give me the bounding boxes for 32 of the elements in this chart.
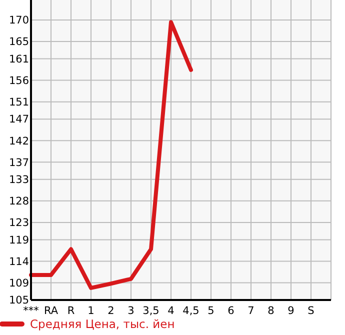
x-tick-label: 9 <box>288 305 294 317</box>
x-tick-label: R <box>67 305 75 317</box>
y-tick-label: 128 <box>8 196 29 208</box>
x-tick-label: 4,5 <box>182 305 200 317</box>
y-tick-label: 123 <box>8 217 29 230</box>
y-tick-label: 156 <box>8 74 30 87</box>
x-tick-label: *** <box>23 305 39 317</box>
x-tick-label: 4 <box>168 305 175 317</box>
y-tick-label: 114 <box>8 256 30 268</box>
y-tick-label: 109 <box>8 277 29 290</box>
x-tick-label: 2 <box>108 305 114 317</box>
y-tick-label: 105 <box>8 294 29 307</box>
x-tick-label: 7 <box>248 305 254 317</box>
x-tick-label: 8 <box>268 305 274 317</box>
legend-label: Средняя Цена, тыс. йен <box>30 317 175 331</box>
y-tick-label: 137 <box>8 156 29 169</box>
x-tick-label: 1 <box>88 305 94 317</box>
y-tick-label: 170 <box>8 14 29 27</box>
y-tick-label: 119 <box>8 234 29 246</box>
line-series <box>29 20 193 290</box>
y-tick-label: 161 <box>8 53 29 66</box>
x-tick-label: 6 <box>228 305 235 317</box>
x-tick-label: 3 <box>128 305 134 317</box>
y-tick-label: 147 <box>8 114 29 126</box>
y-tick-label: 165 <box>8 36 29 48</box>
x-tick-label: 3,5 <box>142 305 160 317</box>
x-tick-label: S <box>308 305 315 317</box>
y-tick-label: 151 <box>8 96 29 109</box>
x-tick-label: 5 <box>208 305 214 317</box>
y-tick-label: 142 <box>8 135 29 148</box>
y-tick-label: 133 <box>8 174 29 186</box>
x-tick-label: RA <box>44 305 59 317</box>
